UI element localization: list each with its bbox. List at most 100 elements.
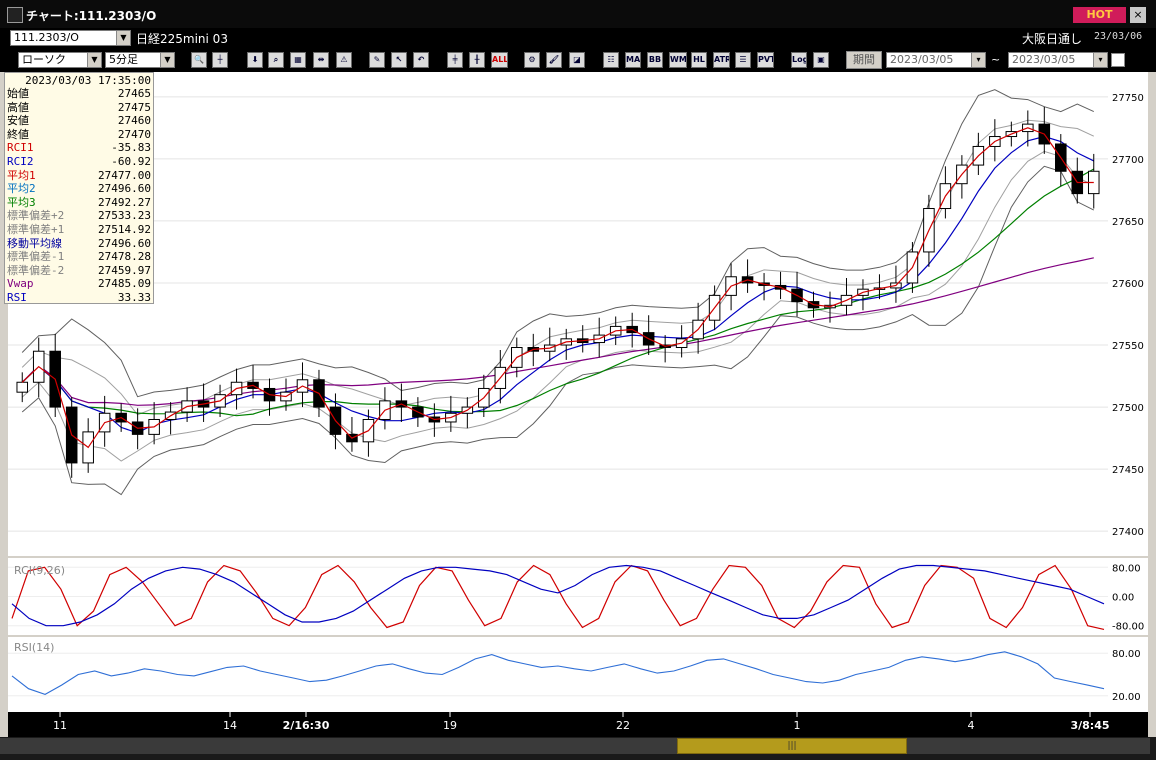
- table-icon[interactable]: ☷: [603, 52, 619, 68]
- indicator-pvt-button[interactable]: PVT: [757, 52, 774, 68]
- brush-icon[interactable]: 🖌: [546, 52, 562, 68]
- ohlc-value: 27470: [117, 127, 151, 141]
- grid-icon[interactable]: ▦: [290, 52, 306, 68]
- current-date: 23/03/06: [1094, 31, 1143, 42]
- chevron-down-icon[interactable]: ▼: [116, 31, 130, 45]
- ohlc-row: Vwap 27485.09: [7, 277, 153, 290]
- ma1-line: [21, 127, 1094, 449]
- rsi-axis: [1108, 637, 1148, 712]
- vwap-line: [21, 257, 1094, 406]
- bollinger-lower-2: [21, 165, 1095, 496]
- ohlc-timestamp-row: 2023/03/03 17:35:00: [7, 74, 153, 87]
- ohlc-label: 標準偏差+2: [7, 209, 65, 223]
- ohlc-row: 移動平均線 27496.60: [7, 237, 153, 250]
- ohlc-panel: 2023/03/03 17:35:00 始値 27465 高値 27475 安値 2746…: [4, 72, 154, 304]
- bollinger-upper-2: [21, 89, 1095, 398]
- ohlc-label: RCI1: [7, 141, 34, 155]
- time-tick-label: 1: [794, 719, 801, 732]
- exchange-label: 大阪日通し: [1022, 32, 1083, 46]
- price-tick-label: 27700: [1112, 155, 1144, 166]
- calendar-icon[interactable]: ▾: [1093, 53, 1107, 67]
- color-icon[interactable]: ◪: [569, 52, 585, 68]
- calendar-icon[interactable]: ▾: [971, 53, 985, 67]
- symbol-select[interactable]: 111.2303/O ▼: [10, 30, 131, 46]
- pointer-icon[interactable]: ↖: [391, 52, 407, 68]
- scrollbar-track[interactable]: [0, 738, 1150, 754]
- rsi-tick-label: 20.00: [1112, 692, 1141, 703]
- time-tick-label: 22: [616, 719, 630, 732]
- rci-tick-label: -80.00: [1112, 622, 1144, 633]
- scrollbar-thumb[interactable]: |||: [677, 738, 907, 754]
- candle-body: [16, 381, 29, 393]
- time-tick-label: 2/16:30: [283, 719, 330, 732]
- download-icon[interactable]: ⬇: [247, 52, 263, 68]
- ohlc-row: 標準偏差+1 27514.92: [7, 223, 153, 236]
- undo-icon[interactable]: ↶: [413, 52, 429, 68]
- ohlc-value: 27460: [117, 114, 151, 128]
- instrument-name: 日経225mini 03: [136, 32, 228, 46]
- rci2-line: [11, 564, 1105, 627]
- chart-type-select[interactable]: ローソク ▼: [18, 52, 102, 68]
- ohlc-timestamp: 2023/03/03 17:35:00: [25, 74, 151, 87]
- price-tick-label: 27750: [1112, 93, 1144, 104]
- horizontal-scrollbar[interactable]: |||: [0, 737, 1156, 760]
- ohlc-label: 標準偏差-1: [7, 250, 65, 264]
- ohlc-value: 27477.00: [98, 168, 151, 182]
- checkbox[interactable]: [1111, 53, 1125, 67]
- zoom-icon[interactable]: 🔍: [191, 52, 207, 68]
- indicator-hl-button[interactable]: HL: [691, 52, 707, 68]
- ohlc-value: 27459.97: [98, 263, 151, 277]
- rci1-line: [11, 564, 1105, 630]
- date-to-field[interactable]: 2023/03/05 ▾: [1008, 52, 1108, 68]
- indicator-atr-button[interactable]: ATR: [713, 52, 730, 68]
- chevron-down-icon[interactable]: ▼: [160, 53, 174, 67]
- layers-icon[interactable]: ☰: [735, 52, 751, 68]
- indicator-log-button[interactable]: Log: [791, 52, 807, 68]
- settings-icon[interactable]: ⚙: [524, 52, 540, 68]
- bollinger-lower-1: [21, 150, 1095, 462]
- rsi-title: RSI(14): [14, 641, 54, 654]
- symbol-value: 111.2303/O: [14, 31, 79, 44]
- window-icon[interactable]: ▣: [813, 52, 829, 68]
- alert-icon[interactable]: ⚠: [336, 52, 352, 68]
- candle-narrow-icon[interactable]: ╪: [447, 52, 463, 68]
- pencil-icon[interactable]: ✎: [369, 52, 385, 68]
- date-to-value: 2023/03/05: [1012, 53, 1076, 66]
- time-tick-label: 19: [443, 719, 457, 732]
- period-button[interactable]: 期間: [846, 51, 882, 69]
- all-button[interactable]: ALL: [491, 52, 508, 68]
- ohlc-row: 標準偏差+2 27533.23: [7, 209, 153, 222]
- date-from-field[interactable]: 2023/03/05 ▾: [886, 52, 986, 68]
- ohlc-row: 標準偏差-1 27478.28: [7, 250, 153, 263]
- rsi-pane: [8, 637, 1108, 712]
- candle-wide-icon[interactable]: ╫: [469, 52, 485, 68]
- ohlc-value: 27485.09: [98, 277, 151, 291]
- rsi-tick-label: 80.00: [1112, 649, 1141, 660]
- ohlc-row: RCI2 -60.92: [7, 155, 153, 168]
- indicator-ma-button[interactable]: MA: [625, 52, 641, 68]
- magnify-icon[interactable]: ⌕: [268, 52, 284, 68]
- ohlc-row: 安値 27460: [7, 114, 153, 127]
- indicator-bb-button[interactable]: BB: [647, 52, 663, 68]
- interval-select[interactable]: 5分足 ▼: [105, 52, 175, 68]
- title-bar: チャート:111.2303/O HOT ×: [0, 0, 1156, 28]
- indicator-wma-button[interactable]: WMA: [669, 52, 687, 68]
- time-tick-label: 14: [223, 719, 237, 732]
- chart-area[interactable]: 27750 27700 27650 27600 27550 27500 27450 27400…: [8, 72, 1148, 737]
- close-icon[interactable]: ×: [1130, 7, 1146, 23]
- price-tick-label: 27650: [1112, 217, 1144, 228]
- ohlc-row: RCI1 -35.83: [7, 141, 153, 154]
- ohlc-row: 始値 27465: [7, 87, 153, 100]
- window-title: チャート:111.2303/O: [26, 9, 157, 23]
- chevron-down-icon[interactable]: ▼: [87, 53, 101, 67]
- price-tick-label: 27550: [1112, 341, 1144, 352]
- ohlc-label: RSI: [7, 291, 27, 304]
- hot-badge[interactable]: HOT: [1073, 7, 1126, 23]
- crosshair-icon[interactable]: ┼: [212, 52, 228, 68]
- rci-tick-label: 0.00: [1112, 593, 1134, 604]
- split-icon[interactable]: ⇹: [313, 52, 329, 68]
- ohlc-value: 27478.28: [98, 250, 151, 264]
- rci-axis: [1108, 558, 1148, 635]
- interval-value: 5分足: [109, 53, 138, 66]
- ohlc-label: RCI2: [7, 155, 34, 168]
